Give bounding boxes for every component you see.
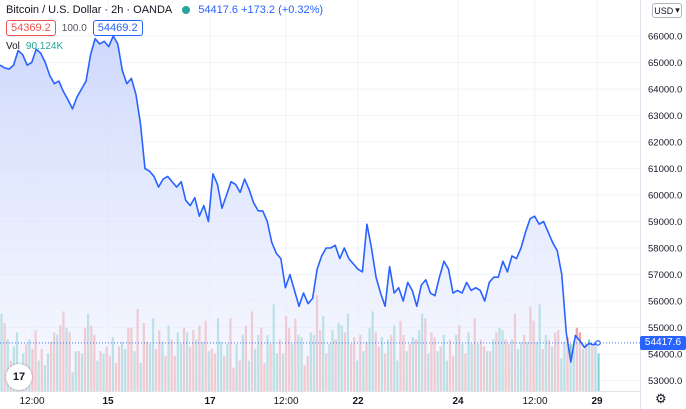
x-tick-label: 24 bbox=[452, 396, 464, 407]
x-tick-label: 12:00 bbox=[522, 396, 547, 407]
y-tick-label: 60000.0 bbox=[648, 191, 682, 202]
trade-buttons: 54369.2 100.0 54469.2 bbox=[6, 20, 143, 36]
volume-value: 90.124K bbox=[25, 41, 64, 52]
last-price-point bbox=[595, 340, 601, 346]
volume-label: Vol bbox=[6, 41, 20, 52]
gear-icon[interactable]: ⚙ bbox=[655, 391, 667, 406]
y-tick-label: 54000.0 bbox=[648, 350, 682, 361]
currency-label: USD bbox=[654, 5, 674, 16]
y-tick-label: 53000.0 bbox=[648, 376, 682, 387]
x-tick-label: 17 bbox=[204, 396, 216, 407]
currency-dropdown[interactable]: USD ▾ bbox=[652, 3, 682, 18]
y-tick-label: 56000.0 bbox=[648, 297, 682, 308]
y-tick-label: 62000.0 bbox=[648, 138, 682, 149]
y-tick-label: 66000.0 bbox=[648, 32, 682, 43]
x-tick-label: 15 bbox=[102, 396, 114, 407]
last-price-tag: 54417.6 bbox=[640, 335, 686, 350]
sell-button[interactable]: 54369.2 bbox=[6, 20, 56, 36]
price-line bbox=[0, 35, 599, 363]
last-price-change: 54417.6 +173.2 (+0.32%) bbox=[198, 4, 324, 16]
y-tick-label: 64000.0 bbox=[648, 85, 682, 96]
y-tick-label: 61000.0 bbox=[648, 164, 682, 175]
volume-bar bbox=[597, 353, 600, 391]
x-tick-label: 22 bbox=[352, 396, 364, 407]
y-tick-label: 58000.0 bbox=[648, 244, 682, 255]
symbol-title: Bitcoin / U.S. Dollar · 2h · OANDA bbox=[6, 4, 173, 16]
buy-button[interactable]: 54469.2 bbox=[92, 20, 143, 36]
x-axis[interactable]: 12:00 15 17 12:00 22 24 12:00 29 bbox=[19, 396, 603, 407]
y-tick-label: 65000.0 bbox=[648, 58, 682, 69]
x-tick-label: 29 bbox=[591, 396, 603, 407]
y-tick-label: 55000.0 bbox=[648, 323, 682, 334]
y-axis[interactable]: 53000.0 54000.0 55000.0 56000.0 57000.0 58000… bbox=[648, 32, 682, 388]
symbol-legend: Bitcoin / U.S. Dollar · 2h · OANDA 54417… bbox=[6, 4, 323, 16]
y-tick-label: 59000.0 bbox=[648, 217, 682, 228]
chevron-down-icon: ▾ bbox=[675, 5, 680, 15]
y-tick-label: 57000.0 bbox=[648, 270, 682, 281]
logo-text: 17 bbox=[12, 371, 26, 383]
x-tick-label: 12:00 bbox=[273, 396, 298, 407]
x-tick-label: 12:00 bbox=[19, 396, 44, 407]
price-area-fill bbox=[0, 36, 598, 391]
y-tick-label: 63000.0 bbox=[648, 111, 682, 122]
spread-value: 100.0 bbox=[61, 22, 87, 34]
live-dot-icon bbox=[182, 6, 191, 14]
tradingview-logo[interactable]: 17 bbox=[6, 364, 32, 390]
volume-legend: Vol 90.124K bbox=[6, 41, 63, 52]
